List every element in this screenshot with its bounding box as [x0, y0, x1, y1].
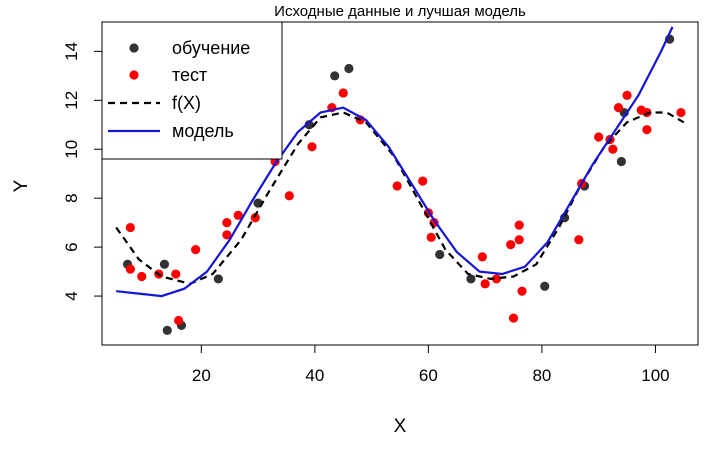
data-point-test — [491, 274, 502, 284]
true-function-curve — [115, 111, 685, 285]
y-tick-label: 4 — [62, 291, 81, 300]
data-point-train — [330, 71, 340, 81]
data-point-test — [514, 235, 524, 245]
y-tick-label: 12 — [62, 91, 81, 110]
series-layer — [115, 26, 686, 335]
data-point-train — [616, 156, 626, 167]
data-point-test — [174, 315, 184, 326]
data-point-train — [304, 120, 314, 130]
legend-marker — [129, 43, 139, 53]
data-point-test — [426, 232, 436, 242]
y-axis-label: Y — [11, 179, 32, 192]
data-point-test — [622, 90, 632, 101]
data-point-test — [307, 142, 317, 152]
legend-label: обучение — [172, 38, 250, 58]
chart-title: Исходные данные и лучшая модель — [274, 3, 526, 20]
data-point-test — [284, 191, 294, 201]
data-point-test — [125, 264, 135, 274]
y-tick-label: 8 — [62, 193, 81, 202]
x-tick-label: 60 — [419, 366, 438, 385]
data-point-test — [506, 240, 516, 250]
y-tick-label: 6 — [62, 242, 81, 251]
data-point-train — [435, 249, 445, 260]
data-point-test — [613, 103, 624, 113]
data-point-test — [222, 218, 232, 228]
data-point-test — [514, 220, 524, 230]
x-axis: 20 40 60 80 100 — [192, 344, 670, 385]
data-point-test — [477, 252, 487, 262]
data-point-test — [233, 210, 243, 220]
data-point-test — [608, 144, 618, 154]
data-point-test — [594, 132, 604, 142]
data-point-test — [418, 176, 428, 186]
y-tick-label: 10 — [62, 140, 81, 159]
data-point-test — [392, 181, 402, 191]
data-point-train — [213, 274, 223, 284]
data-point-test — [250, 213, 260, 223]
data-point-test — [125, 222, 135, 233]
data-point-test — [574, 235, 584, 245]
data-point-train — [162, 325, 172, 335]
data-point-test — [171, 269, 181, 279]
data-point-test — [191, 244, 201, 255]
x-tick-label: 40 — [305, 366, 324, 385]
data-point-train — [540, 281, 550, 291]
x-axis-label: X — [394, 416, 407, 437]
x-tick-label: 100 — [641, 366, 669, 385]
legend-label: модель — [172, 121, 234, 141]
data-point-train — [344, 63, 354, 74]
data-point-test — [508, 313, 519, 323]
model-curve — [116, 26, 674, 298]
x-tick-label: 80 — [532, 366, 551, 385]
legend-label: тест — [172, 65, 207, 85]
legend-label: f(X) — [172, 93, 201, 113]
data-point-test — [222, 230, 232, 240]
data-point-test — [137, 271, 147, 282]
x-tick-label: 20 — [192, 366, 211, 385]
data-point-test — [338, 88, 348, 98]
data-point-train — [159, 259, 170, 269]
y-axis: 4 6 8 10 12 14 — [62, 42, 103, 301]
legend-marker — [129, 70, 139, 80]
data-point-test — [517, 286, 527, 296]
data-point-test — [642, 125, 652, 135]
y-tick-label: 14 — [62, 42, 81, 61]
legend: обучение тест f(X) модель — [101, 21, 283, 160]
data-point-train — [466, 274, 476, 284]
data-point-test — [480, 279, 490, 289]
data-point-test — [676, 107, 686, 118]
